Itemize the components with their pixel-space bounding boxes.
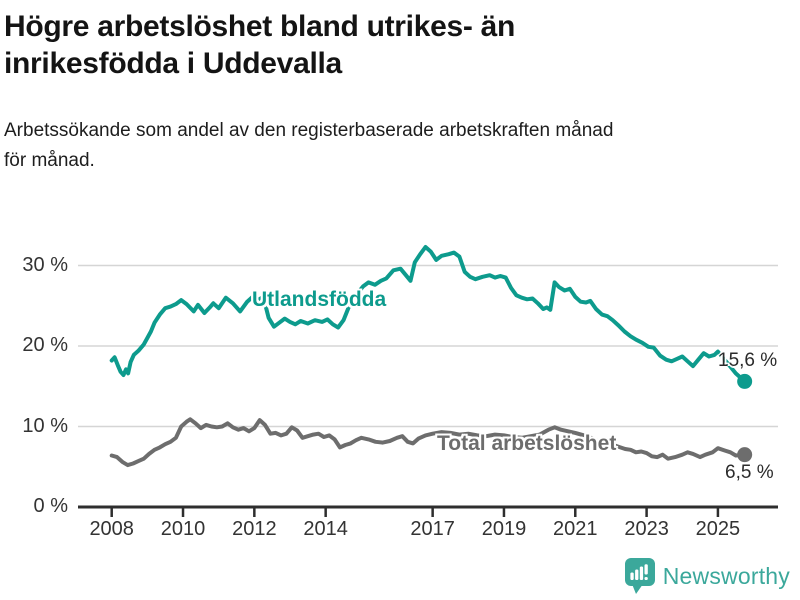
x-tick-label-2010: 2010	[160, 518, 206, 540]
y-tick-label-0: 0 %	[33, 495, 68, 517]
subtitle-line-1: Arbetssökande som andel av den registerb…	[4, 120, 614, 141]
series-label-total-arbetsloshet: Total arbetslöshet	[437, 432, 617, 455]
x-tick-label-2008: 2008	[89, 518, 134, 540]
y-tick-label-20: 20 %	[22, 334, 68, 356]
newsworthy-logo-icon	[624, 558, 655, 594]
x-tick-label-2019: 2019	[481, 518, 527, 540]
x-tick-label-2025: 2025	[695, 518, 741, 540]
series-end-dot-total	[737, 447, 753, 463]
series-end-dot-utlandsfodda	[737, 373, 753, 389]
end-value-label-total: 6,5 %	[725, 462, 774, 483]
y-tick-label-30: 30 %	[22, 253, 68, 276]
chart-subtitle: Arbetssökande som andel av den registerb…	[4, 116, 613, 176]
x-tick-label-2017: 2017	[410, 518, 455, 540]
x-tick-label-2021: 2021	[553, 518, 598, 540]
title-line-1: Högre arbetslöshet bland utrikes- än	[4, 10, 515, 43]
newsworthy-logo-text: Newsworthy	[662, 562, 790, 589]
series-label-utlandsfodda: Utlandsfödda	[252, 288, 387, 311]
newsworthy-logo: Newsworthy	[624, 558, 790, 594]
end-value-label-utlandsfodda: 15,6 %	[718, 350, 778, 371]
series-line-total	[109, 417, 747, 468]
subtitle-line-2: för månad.	[4, 150, 95, 171]
series-line-utlandsfodda	[109, 245, 747, 384]
page-title: Högre arbetslöshet bland utrikes- än inr…	[4, 8, 515, 82]
x-tick-label-2012: 2012	[232, 518, 277, 540]
x-tick-label-2014: 2014	[303, 518, 348, 540]
title-line-2: inrikesfödda i Uddevalla	[4, 47, 342, 80]
y-tick-label-10: 10 %	[22, 414, 68, 437]
x-tick-label-2023: 2023	[624, 518, 669, 540]
